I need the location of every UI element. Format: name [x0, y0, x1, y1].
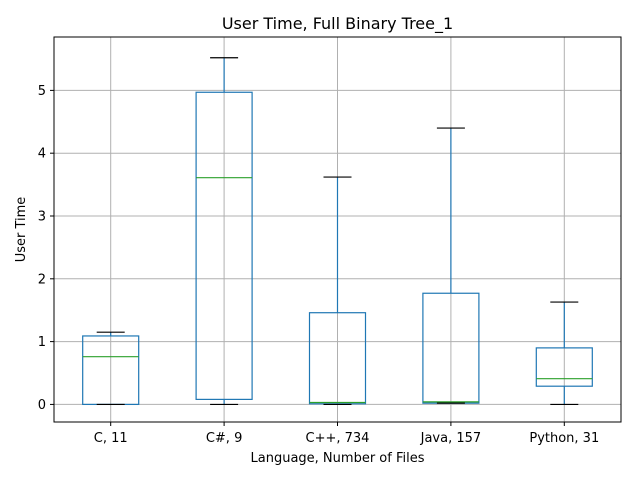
box-4: [422, 127, 480, 404]
x-tick-label: C#, 9: [206, 431, 243, 446]
box-5: [535, 301, 593, 406]
y-axis-label: User Time: [14, 197, 29, 263]
iqr-box: [195, 91, 253, 400]
x-tick-label: Java, 157: [420, 431, 482, 446]
boxes: [82, 57, 593, 406]
x-tick-label: Python, 31: [529, 431, 599, 446]
y-tick-label: 4: [38, 147, 46, 162]
chart-title: User Time, Full Binary Tree_1: [222, 14, 453, 34]
axis-ticks: 0 1 2 3 4 5 C, 11 C#, 9 C++, 734 Java, 157 Python,…: [38, 84, 600, 446]
y-tick-label: 0: [38, 398, 46, 413]
box-3: [308, 176, 367, 406]
y-tick-label: 3: [38, 209, 46, 224]
box-1: [82, 331, 140, 406]
box-2: [195, 57, 253, 406]
iqr-box: [535, 347, 593, 387]
x-tick-label: C, 11: [94, 431, 128, 446]
y-tick-label: 1: [38, 335, 46, 350]
x-axis-label: Language, Number of Files: [251, 451, 425, 466]
x-tick-label: C++, 734: [306, 431, 370, 446]
y-tick-label: 5: [38, 84, 46, 99]
y-tick-label: 2: [38, 272, 46, 287]
iqr-box: [308, 312, 367, 405]
